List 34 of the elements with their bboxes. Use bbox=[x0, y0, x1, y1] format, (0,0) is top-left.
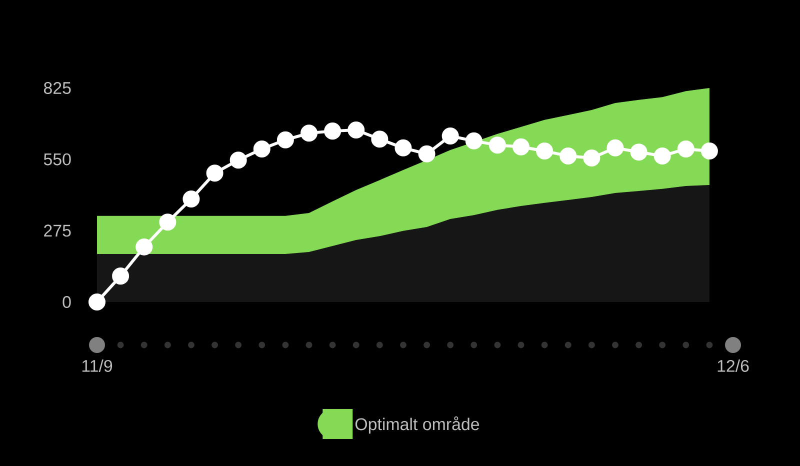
y-tick-label: 825 bbox=[44, 82, 71, 94]
point bbox=[300, 124, 318, 142]
y-tick-label: 0 bbox=[62, 296, 71, 308]
point bbox=[583, 150, 600, 167]
point bbox=[394, 139, 412, 156]
point bbox=[348, 122, 365, 139]
point bbox=[465, 132, 482, 150]
point bbox=[371, 130, 388, 148]
point bbox=[512, 138, 530, 156]
point bbox=[206, 164, 224, 182]
point bbox=[606, 139, 624, 156]
point bbox=[88, 294, 106, 310]
point bbox=[630, 144, 648, 161]
point bbox=[182, 190, 200, 208]
point bbox=[159, 214, 176, 231]
point bbox=[253, 140, 270, 158]
point bbox=[560, 147, 577, 164]
x-tick-label: 11/9 bbox=[82, 360, 112, 372]
y-tick-label: 275 bbox=[44, 224, 71, 237]
legend-label: Optimalt område bbox=[355, 416, 480, 434]
point bbox=[488, 136, 506, 154]
point bbox=[324, 122, 342, 140]
y-tick-label: 550 bbox=[44, 153, 71, 166]
point bbox=[418, 145, 436, 162]
point bbox=[700, 142, 718, 160]
point bbox=[654, 147, 671, 164]
point bbox=[276, 131, 294, 148]
point bbox=[136, 238, 153, 256]
point bbox=[442, 127, 459, 144]
point bbox=[536, 142, 554, 160]
x-tick-label: 12/6 bbox=[718, 360, 749, 372]
point bbox=[677, 140, 694, 158]
point bbox=[112, 268, 130, 285]
point bbox=[230, 152, 247, 169]
